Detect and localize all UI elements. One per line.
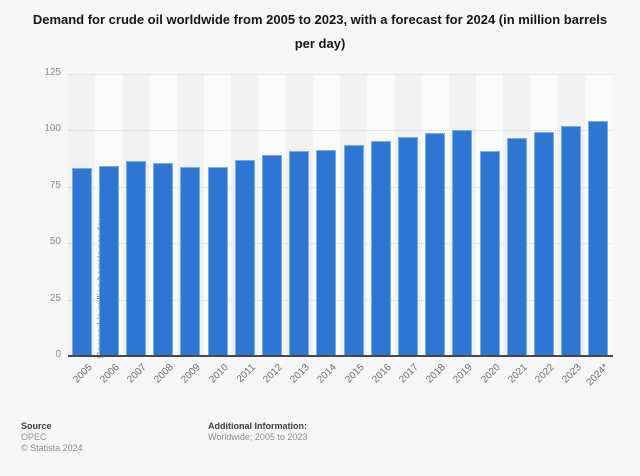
bar-2019	[452, 130, 473, 356]
gridline-125	[68, 74, 612, 75]
additional-info-value: Worldwide; 2005 to 2023	[208, 432, 308, 442]
bar-2022	[534, 132, 554, 356]
bar-2016	[370, 141, 391, 356]
additional-info-block: Additional Information: Worldwide; 2005 …	[208, 421, 307, 443]
source-label: Source	[21, 421, 52, 431]
bar-2005	[71, 168, 92, 356]
plot-area: Demand in million barrels per day	[68, 74, 612, 358]
y-tick-label-100: 100	[44, 123, 61, 135]
y-tick-label-50: 50	[49, 236, 61, 248]
copyright: © Statista 2024	[21, 443, 83, 453]
bar-2006	[98, 165, 119, 356]
bar-2015	[343, 144, 364, 356]
bar-2012	[262, 155, 282, 356]
bar-2020	[479, 151, 500, 356]
source-value: OPEC	[21, 432, 47, 442]
y-tick-label-25: 25	[49, 292, 61, 304]
gridline-100	[68, 130, 612, 132]
bar-2018	[425, 133, 446, 356]
bar-2008	[153, 163, 174, 356]
bar-2010	[207, 166, 228, 356]
gridline-75	[68, 186, 612, 188]
gridline-25	[68, 299, 612, 301]
bar-2017	[398, 137, 418, 356]
y-tick-label-125: 125	[44, 67, 61, 78]
y-tick-label-0: 0	[55, 349, 61, 360]
bar-2013	[289, 150, 310, 356]
bar-2007	[126, 161, 146, 356]
y-tick-label-75: 75	[49, 179, 61, 191]
bar-2023	[561, 126, 582, 356]
gridline-50	[68, 243, 612, 245]
additional-info-label: Additional Information:	[208, 421, 307, 431]
bar-2024*	[588, 121, 609, 356]
x-axis-line	[68, 355, 613, 357]
source-block: Source OPEC © Statista 2024	[21, 421, 83, 454]
bar-2014	[316, 149, 337, 356]
bar-2021	[506, 137, 527, 356]
chart-title: Demand for crude oil worldwide from 2005…	[32, 12, 608, 51]
bar-2011	[234, 159, 255, 356]
bar-2009	[180, 166, 201, 356]
